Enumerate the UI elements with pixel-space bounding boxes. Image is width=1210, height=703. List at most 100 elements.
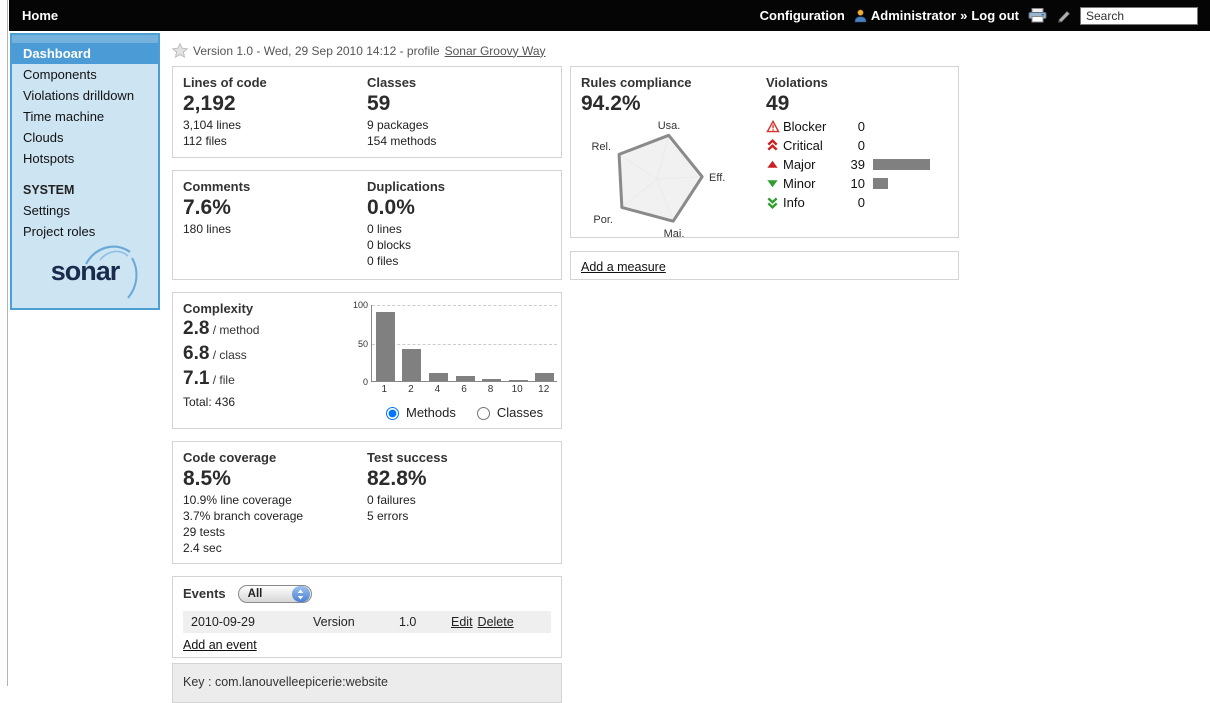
sonar-logo-text: sonar [50, 256, 121, 286]
violations-rows: Blocker 0 Critical 0 Major 39 Minor 10 Info 0 [766, 117, 951, 212]
event-delete-link[interactable]: Delete [477, 615, 514, 629]
violation-row-blocker[interactable]: Blocker 0 [766, 117, 951, 136]
metric-value[interactable]: 8.5% [183, 467, 231, 490]
event-type: Version [313, 615, 355, 629]
metric-value[interactable]: 49 [766, 92, 790, 115]
widget-coverage: Code coverage 8.5% 10.9% line coverage 3.… [172, 441, 562, 564]
metric-details: 9 packages 154 methods [367, 117, 551, 149]
sidebar-item-settings[interactable]: Settings [23, 203, 70, 218]
x-axis-tick: 10 [511, 384, 523, 395]
favourite-star-icon[interactable] [172, 43, 188, 58]
logout-link[interactable]: Log out [971, 8, 1019, 23]
radio-classes-input[interactable] [476, 407, 490, 420]
detail-line: 0 failures [367, 493, 416, 507]
breadcrumb-separator: » [960, 8, 968, 23]
complexity-value[interactable]: 6.8 [183, 343, 210, 364]
profile-link[interactable]: Sonar Groovy Way [444, 43, 546, 58]
complexity-summary: Complexity 2.8 / method 6.8 / class 7.1 / … [183, 301, 343, 420]
violation-row-minor[interactable]: Minor 10 [766, 174, 951, 193]
metric-value[interactable]: 7.6% [183, 196, 231, 219]
metric-value[interactable]: 94.2% [581, 92, 641, 115]
x-axis-tick: 12 [538, 384, 550, 395]
nav-home[interactable]: Home [22, 8, 59, 23]
project-key-text: Key : com.lanouvelleepicerie:website [183, 675, 388, 689]
violation-row-major[interactable]: Major 39 [766, 155, 951, 174]
detail-line: 10.9% line coverage [183, 493, 292, 507]
detail-line: 180 lines [183, 222, 232, 236]
y-axis-tick: 0 [362, 377, 368, 387]
metric-details: 0 failures 5 errors [367, 492, 551, 524]
detail-line: 112 files [183, 134, 227, 148]
metric-value[interactable]: 59 [367, 92, 391, 115]
detail-line: 2.4 sec [183, 541, 222, 555]
sidebar-item-time-machine[interactable]: Time machine [23, 109, 105, 124]
complexity-rows: 2.8 / method 6.8 / class 7.1 / file [183, 317, 343, 392]
violation-severity-label: Critical [783, 138, 823, 153]
bar [535, 373, 555, 381]
complexity-unit: / file [209, 373, 235, 387]
metric-value[interactable]: 82.8% [367, 467, 427, 490]
sidebar-section-system: SYSTEM [23, 183, 75, 197]
complexity-row: 6.8 / class [183, 342, 343, 367]
rules-radar-chart[interactable]: Usa. Eff. Mai. Por. Rel. [581, 117, 741, 241]
info-icon [766, 196, 783, 209]
events-title: Events [183, 586, 226, 601]
metric-title: Test success [367, 450, 448, 465]
radio-classes[interactable]: Classes [472, 404, 543, 420]
violation-severity-label: Info [783, 195, 805, 210]
bar [375, 311, 395, 381]
search-input[interactable] [1080, 6, 1198, 25]
radio-methods[interactable]: Methods [381, 404, 456, 420]
user-session: Administrator » Log out [854, 8, 1019, 23]
widget-rules-violations: Rules compliance 94.2% Usa. Eff. Mai. Por. R… [570, 66, 959, 241]
violation-severity-label: Major [783, 157, 816, 172]
sidebar-item-project-roles[interactable]: Project roles [23, 224, 96, 239]
event-edit-link[interactable]: Edit [451, 615, 473, 629]
metric-details: 0 lines 0 blocks 0 files [367, 221, 551, 269]
print-icon[interactable] [1028, 8, 1047, 23]
radio-methods-input[interactable] [386, 407, 399, 420]
widget-project-key: Key : com.lanouvelleepicerie:website [172, 663, 562, 703]
metric-title: Lines of code [183, 75, 267, 90]
radar-polygon [617, 133, 704, 223]
y-axis-tick: 50 [357, 338, 368, 349]
events-table: 2010-09-29 Version 1.0 Edit Delete [183, 611, 551, 633]
violation-row-critical[interactable]: Critical 0 [766, 136, 951, 155]
metric-comments: Comments 7.6% 180 lines [183, 179, 367, 271]
metric-test-success: Test success 82.8% 0 failures 5 errors [367, 450, 551, 555]
metric-value[interactable]: 2,192 [183, 92, 236, 115]
complexity-value[interactable]: 7.1 [183, 368, 210, 389]
widget-add-measure: Add a measure [570, 251, 959, 280]
x-axis-tick: 8 [487, 384, 494, 395]
detail-line: 5 errors [367, 509, 409, 523]
sidebar-item-clouds[interactable]: Clouds [23, 130, 64, 145]
metric-title: Classes [367, 75, 417, 90]
metric-title: Duplications [367, 179, 446, 194]
events-filter-select[interactable]: All [237, 585, 312, 603]
version-line: Version 1.0 - Wed, 29 Sep 2010 14:12 - p… [172, 43, 546, 58]
sidebar-item-dashboard[interactable]: Dashboard [12, 43, 158, 64]
violation-count: 10 [850, 176, 865, 191]
sidebar-item-violations-drilldown[interactable]: Violations drilldown [23, 88, 135, 103]
version-text: Version 1.0 - Wed, 29 Sep 2010 14:12 - p… [193, 43, 440, 58]
administrator-link[interactable]: Administrator [870, 8, 957, 23]
violations: Violations 49 Blocker 0 Critical 0 Major 39 Mi… [766, 75, 951, 212]
sidebar-item-components[interactable]: Components [23, 67, 97, 82]
violation-severity-label: Blocker [783, 119, 827, 134]
bar [402, 348, 422, 381]
pencil-icon[interactable] [1056, 9, 1071, 23]
sidebar-item-hotspots[interactable]: Hotspots [23, 151, 75, 166]
add-event-link[interactable]: Add an event [183, 638, 257, 652]
add-measure-link[interactable]: Add a measure [581, 260, 666, 274]
user-icon [854, 9, 867, 23]
metric-value[interactable]: 0.0% [367, 196, 415, 219]
configuration-link[interactable]: Configuration [759, 8, 845, 23]
violation-row-info[interactable]: Info 0 [766, 193, 951, 212]
detail-line: 3,104 lines [183, 118, 242, 132]
complexity-value[interactable]: 2.8 [183, 318, 210, 339]
complexity-chart: 0 50 100 1 2 4 6 8 10 12 Methods Classes [347, 300, 557, 420]
radar-axis-label: Usa. [658, 120, 681, 132]
metric-details: 180 lines [183, 221, 367, 237]
violation-bar [873, 178, 888, 189]
bar [455, 376, 475, 381]
